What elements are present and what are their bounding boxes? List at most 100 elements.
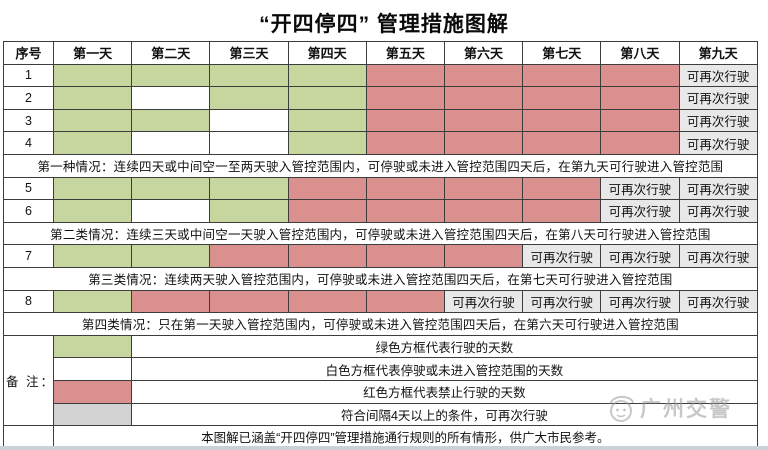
table-row: 1 可再次行驶 bbox=[3, 63, 758, 88]
cell-drive bbox=[131, 176, 211, 201]
cell-banned bbox=[365, 176, 445, 201]
cell-banned bbox=[522, 108, 602, 133]
row-number: 8 bbox=[3, 289, 54, 314]
legend-row: 白色方框代表停驶或未进入管控范围的天数 bbox=[4, 357, 758, 381]
cell-banned bbox=[443, 176, 524, 201]
legend-row: 备 注： 绿色方框代表行驶的天数 bbox=[3, 334, 758, 427]
cell-drive bbox=[287, 63, 367, 88]
day-column-header-8: 第八天 bbox=[600, 41, 680, 65]
legend-text: 白色方框代表停驶或未进入管控范围的天数 bbox=[131, 357, 758, 381]
table-row: 6 可再次行驶 可再次行驶 bbox=[3, 199, 758, 223]
legend-text: 绿色方框代表行驶的天数 bbox=[131, 334, 758, 359]
row-number: 5 bbox=[3, 176, 54, 201]
cell-drive bbox=[209, 63, 289, 88]
cell-drive bbox=[287, 86, 367, 110]
day-column-header-3: 第三天 bbox=[209, 41, 289, 65]
cell-stop bbox=[131, 199, 211, 223]
legend-row: 红色方框代表禁止行驶的天数 bbox=[4, 379, 758, 404]
day-column-header-5: 第五天 bbox=[365, 41, 445, 65]
day-column-header-7: 第七天 bbox=[522, 41, 602, 65]
cell-banned bbox=[443, 199, 524, 223]
footer-row: 本图解已涵盖“开四停四”管理措施通行规则的所有情形，供广大市民参考。 bbox=[3, 425, 758, 449]
day-column-header-4: 第四天 bbox=[287, 41, 367, 65]
cell-banned bbox=[443, 244, 524, 268]
cell-drive bbox=[209, 176, 289, 201]
cell-drive-again: 可再次行驶 bbox=[522, 289, 602, 314]
legend-label: 备 注： bbox=[3, 334, 54, 427]
legend-swatch-gray bbox=[52, 402, 133, 427]
case-note: 第四类情况：只在第一天驶入管控范围内，可停驶或未进入管控范围四天后，在第六天可行… bbox=[3, 312, 758, 336]
table-row: 7 可再次行驶 可再次行驶 可再次行驶 bbox=[3, 244, 758, 268]
cell-drive-again: 可再次行驶 bbox=[678, 108, 758, 133]
header-row: 序号 第一天 第二天 第三天 第四天 第五天 第六天 第七天 第八天 第九天 bbox=[3, 41, 758, 65]
row-number: 6 bbox=[3, 199, 54, 223]
cell-drive-again: 可再次行驶 bbox=[678, 289, 758, 314]
cell-drive bbox=[52, 108, 133, 133]
cell-drive bbox=[287, 131, 367, 155]
cell-banned bbox=[600, 131, 680, 155]
cell-banned bbox=[287, 176, 367, 201]
cell-drive bbox=[52, 244, 133, 268]
legend-row: 符合间隔4天以上的条件，可再次行驶 bbox=[4, 402, 758, 427]
cell-drive-again: 可再次行驶 bbox=[600, 199, 680, 223]
cell-drive bbox=[52, 86, 133, 110]
cell-stop bbox=[131, 86, 211, 110]
cell-drive bbox=[287, 108, 367, 133]
cell-drive-again: 可再次行驶 bbox=[678, 63, 758, 88]
case-note: 第三类情况：连续两天驶入管控范围内，可停驶或未进入管控范围四天后，在第七天可行驶… bbox=[3, 266, 758, 291]
case-note-row: 第一种情况：连续四天或中间空一至两天驶入管控范围内，可停驶或未进入管控范围四天后… bbox=[3, 153, 758, 178]
row-number: 2 bbox=[3, 86, 54, 110]
page-title: “开四停四” 管理措施图解 bbox=[259, 13, 509, 36]
legend-swatch-white bbox=[52, 357, 133, 381]
case-note: 第一种情况：连续四天或中间空一至两天驶入管控范围内，可停驶或未进入管控范围四天后… bbox=[3, 153, 758, 178]
cell-banned bbox=[443, 131, 524, 155]
footer-spacer bbox=[3, 425, 54, 449]
case-note-row: 第四类情况：只在第一天驶入管控范围内，可停驶或未进入管控范围四天后，在第六天可行… bbox=[3, 312, 758, 336]
cell-drive bbox=[131, 63, 211, 88]
cell-banned bbox=[287, 244, 367, 268]
row-number: 1 bbox=[3, 63, 54, 88]
cell-banned bbox=[287, 199, 367, 223]
cell-drive-again: 可再次行驶 bbox=[678, 176, 758, 201]
row-number: 3 bbox=[3, 108, 54, 133]
cell-banned bbox=[365, 199, 445, 223]
cell-banned bbox=[365, 289, 445, 314]
cell-stop bbox=[209, 108, 289, 133]
cell-drive bbox=[131, 108, 211, 133]
row-number: 4 bbox=[3, 131, 54, 155]
cell-banned bbox=[365, 131, 445, 155]
cell-drive-again: 可再次行驶 bbox=[678, 131, 758, 155]
cell-banned bbox=[522, 63, 602, 88]
legend-text: 红色方框代表禁止行驶的天数 bbox=[131, 379, 758, 404]
table-row: 2 可再次行驶 bbox=[3, 86, 758, 110]
cell-banned bbox=[600, 86, 680, 110]
table-row: 8 可再次行驶 可再次行驶 可再次行驶 可再次行驶 bbox=[3, 289, 758, 314]
cell-banned bbox=[443, 86, 524, 110]
day-column-header-6: 第六天 bbox=[443, 41, 524, 65]
cell-drive bbox=[209, 86, 289, 110]
cell-drive-again: 可再次行驶 bbox=[443, 289, 524, 314]
legend-swatch-green bbox=[52, 334, 133, 359]
cell-banned bbox=[600, 108, 680, 133]
legend-text: 符合间隔4天以上的条件，可再次行驶 bbox=[131, 402, 758, 427]
cell-banned bbox=[365, 244, 445, 268]
cell-banned bbox=[522, 199, 602, 223]
legend-swatch-red bbox=[52, 379, 133, 404]
cell-stop bbox=[209, 131, 289, 155]
cell-banned bbox=[209, 244, 289, 268]
cell-drive-again: 可再次行驶 bbox=[600, 244, 680, 268]
cell-banned bbox=[365, 108, 445, 133]
cell-stop bbox=[131, 131, 211, 155]
cell-banned bbox=[287, 289, 367, 314]
cell-banned bbox=[365, 63, 445, 88]
row-number: 7 bbox=[3, 244, 54, 268]
cell-banned bbox=[443, 63, 524, 88]
cell-banned bbox=[600, 63, 680, 88]
case-note-row: 第二类情况：连续三天或中间空一天驶入管控范围内，可停驶或未进入管控范围四天后，在… bbox=[3, 221, 758, 246]
seq-column-header: 序号 bbox=[3, 41, 54, 65]
cell-banned bbox=[522, 131, 602, 155]
cell-banned bbox=[209, 289, 289, 314]
cell-drive-again: 可再次行驶 bbox=[678, 244, 758, 268]
cell-drive bbox=[131, 244, 211, 268]
cell-drive bbox=[52, 176, 133, 201]
